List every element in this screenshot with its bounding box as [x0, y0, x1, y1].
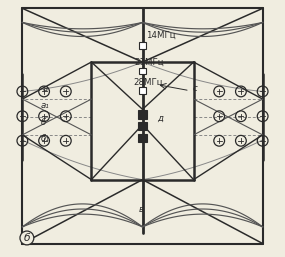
- Text: 28МГц: 28МГц: [133, 78, 163, 87]
- Text: а₁: а₁: [41, 100, 50, 109]
- Text: б₁: б₁: [40, 134, 49, 143]
- Text: c: c: [192, 84, 197, 93]
- Bar: [139, 122, 146, 130]
- Text: 14МГц: 14МГц: [146, 31, 176, 40]
- Bar: [139, 68, 146, 74]
- Text: б: б: [24, 233, 30, 243]
- Bar: [139, 87, 146, 94]
- Text: д: д: [157, 114, 163, 123]
- Bar: [139, 134, 146, 142]
- Text: в: в: [139, 205, 144, 214]
- Text: б: б: [41, 118, 46, 127]
- Bar: [139, 110, 146, 118]
- Bar: [139, 42, 146, 49]
- Text: а: а: [42, 84, 48, 93]
- Text: 21МГц: 21МГц: [134, 58, 164, 67]
